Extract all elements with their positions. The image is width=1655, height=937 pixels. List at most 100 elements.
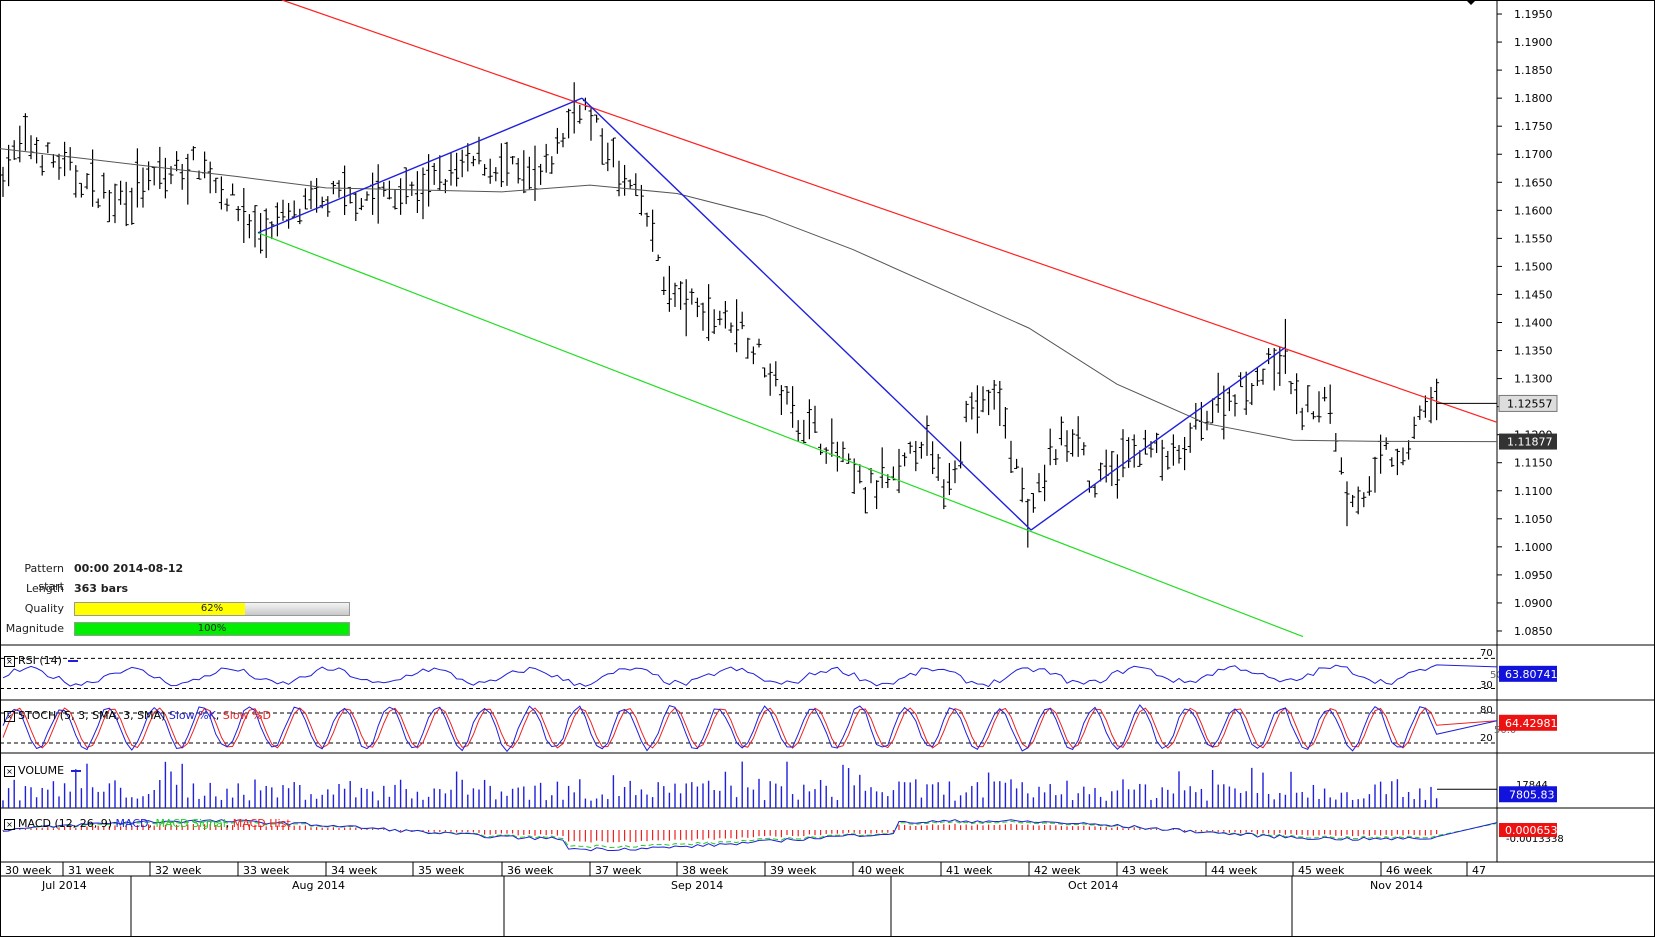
stoch-slow-d-line [2, 707, 1498, 749]
ohlc-bar [683, 279, 689, 337]
ohlc-bar [409, 181, 415, 196]
ohlc-bar [633, 173, 639, 197]
ma-price-box [1499, 433, 1557, 450]
ohlc-bar [45, 142, 51, 154]
ohlc-bar [510, 156, 516, 165]
ohlc-bar [213, 177, 219, 194]
ohlc-bar [1389, 457, 1395, 467]
ohlc-bar [577, 104, 583, 124]
week-label: 44 week [1211, 864, 1258, 877]
ohlc-bar [1030, 492, 1036, 513]
ohlc-bar [224, 198, 230, 212]
resistance-trendline [281, 0, 1498, 423]
stoch-toggle-checkbox[interactable]: × [4, 710, 15, 722]
ohlc-bar [862, 486, 868, 514]
ohlc-bar [823, 447, 829, 464]
volume-toggle-checkbox[interactable]: × [4, 765, 15, 777]
ohlc-bar [666, 265, 672, 312]
ohlc-bar [594, 114, 600, 123]
ohlc-bar [784, 386, 790, 405]
ohlc-bar [1064, 430, 1070, 462]
ohlc-bar [426, 154, 432, 207]
ohlc-bar [1394, 448, 1400, 476]
ohlc-bar [1327, 384, 1333, 424]
ohlc-bar [123, 181, 129, 227]
ohlc-bar [946, 462, 952, 496]
magnitude-bar-fill [75, 623, 349, 635]
ohlc-bar [1014, 458, 1020, 469]
ohlc-bar [588, 108, 594, 141]
ohlc-bar [1417, 405, 1423, 420]
ohlc-bar [571, 82, 577, 134]
ohlc-bar [745, 337, 751, 359]
month-label: Nov 2014 [1370, 879, 1423, 892]
ohlc-bar [174, 151, 180, 172]
ohlc-bar [420, 167, 426, 220]
ohlc-bar [482, 164, 488, 176]
ohlc-bar [846, 453, 852, 464]
ohlc-bar [924, 415, 930, 456]
ohlc-bar [1204, 410, 1210, 431]
price-tick-label: 1.0850 [1514, 625, 1553, 638]
week-label: 43 week [1122, 864, 1169, 877]
ohlc-bar [689, 288, 695, 305]
price-tick-label: 1.1750 [1514, 120, 1553, 133]
ohlc-bar [1322, 386, 1328, 402]
ohlc-bar [162, 157, 168, 199]
ohlc-bar [896, 448, 902, 494]
ohlc-bar [941, 479, 947, 510]
ohlc-bar [336, 180, 342, 198]
ohlc-bar [790, 386, 796, 428]
ohlc-bar [1036, 473, 1042, 493]
ohlc-bar [274, 202, 280, 237]
ohlc-bar [1434, 378, 1440, 421]
ohlc-bar [661, 276, 667, 295]
stoch-tick-80: 80 [1480, 705, 1493, 716]
ohlc-bar [1075, 416, 1081, 457]
ohlc-bar [538, 163, 544, 185]
ohlc-bar [616, 160, 622, 197]
ohlc-bar [801, 419, 807, 443]
ohlc-bar [22, 113, 28, 151]
ma-price-label: 1.11877 [1507, 436, 1553, 449]
rsi-tick-70: 70 [1480, 648, 1493, 659]
ohlc-bar [549, 156, 555, 174]
pattern-quality-label: Quality [24, 602, 64, 615]
stoch-legend: × STOCH (5, 3, SMA, 3, SMA) Slow %K, Slow… [4, 709, 271, 722]
ohlc-bar [1243, 371, 1249, 415]
ohlc-bar [778, 385, 784, 415]
macd-toggle-checkbox[interactable]: × [4, 818, 15, 830]
price-tick-label: 1.1800 [1514, 92, 1553, 105]
ohlc-bar [437, 155, 443, 191]
ohlc-bar [1344, 481, 1350, 527]
stoch-value-label: 64.42981 [1505, 717, 1558, 730]
moving-average-line [0, 148, 1498, 443]
ohlc-bar [913, 440, 919, 472]
quality-bar-fill [75, 603, 245, 615]
ohlc-bar [1406, 440, 1412, 460]
macd-value-box [1499, 823, 1557, 837]
price-tick-label: 1.1850 [1514, 64, 1553, 77]
ohlc-bar [706, 284, 712, 341]
ohlc-bar [1266, 348, 1272, 365]
stoch-slow-k-line [2, 704, 1498, 753]
ohlc-bar [722, 300, 728, 329]
rsi-toggle-checkbox[interactable]: × [4, 655, 15, 667]
volume-legend-swatch [70, 770, 81, 772]
ohlc-bar [1305, 385, 1311, 413]
ohlc-bar [650, 209, 656, 252]
week-label: 37 week [595, 864, 642, 877]
ohlc-bar [1159, 439, 1165, 481]
ohlc-bar [62, 141, 68, 177]
ohlc-bar [84, 173, 90, 190]
ohlc-bar [857, 464, 863, 484]
stoch-slow-k-label: Slow %K [168, 709, 216, 722]
ohlc-bar [498, 143, 504, 188]
ohlc-bar [118, 180, 124, 205]
ohlc-bar [308, 180, 314, 210]
ohlc-bar [622, 164, 628, 196]
ohlc-bar [1165, 450, 1171, 470]
magnitude-bar-text: 100% [197, 623, 227, 634]
pattern-length-value: 363 bars [74, 582, 129, 595]
